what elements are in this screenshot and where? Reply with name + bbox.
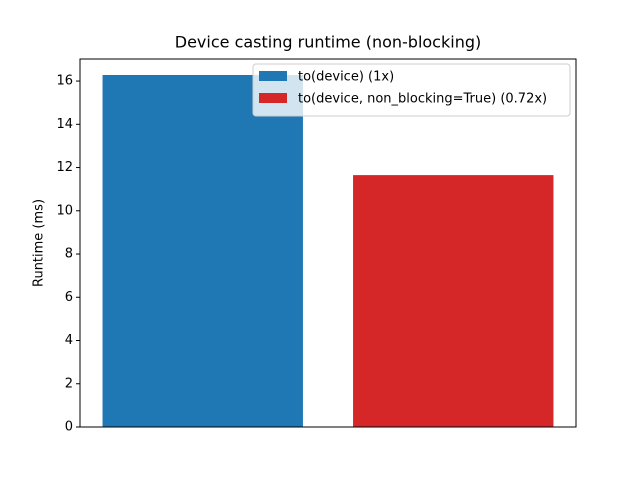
y-tick-label: 12	[56, 160, 73, 175]
y-tick-label: 0	[65, 420, 73, 435]
y-tick-label: 2	[65, 376, 73, 391]
legend-swatch	[259, 71, 287, 81]
y-tick-label: 14	[56, 117, 73, 132]
legend-label: to(device) (1x)	[298, 70, 394, 85]
y-tick-label: 10	[56, 203, 73, 218]
y-axis-label: Runtime (ms)	[32, 199, 47, 287]
legend-box	[252, 63, 571, 117]
bar	[353, 175, 554, 427]
legend-swatch	[259, 93, 287, 103]
chart-title: Device casting runtime (non-blocking)	[175, 33, 481, 52]
y-tick-label: 6	[65, 290, 73, 305]
plot-frame	[79, 58, 577, 428]
legend-label: to(device, non_blocking=True) (0.72x)	[298, 92, 547, 107]
y-tick-label: 16	[56, 74, 73, 89]
bar	[102, 75, 303, 427]
y-tick-label: 4	[65, 333, 73, 348]
y-tick-label: 8	[65, 247, 73, 262]
